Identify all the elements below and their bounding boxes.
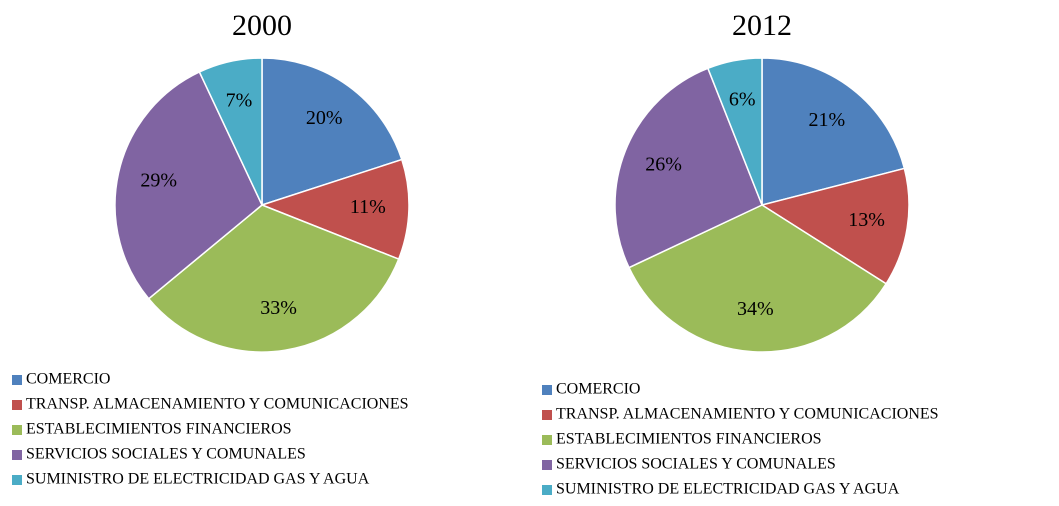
data-label: 26% bbox=[645, 154, 682, 176]
data-label: 34% bbox=[737, 298, 774, 320]
legend-swatch bbox=[542, 435, 552, 445]
legend-label: SERVICIOS SOCIALES Y COMUNALES bbox=[26, 446, 306, 463]
data-label: 20% bbox=[306, 107, 343, 129]
legend-swatch bbox=[542, 485, 552, 495]
data-label: 6% bbox=[729, 89, 756, 111]
data-label: 33% bbox=[260, 297, 297, 319]
data-label: 7% bbox=[226, 89, 253, 111]
legend-label: SERVICIOS SOCIALES Y COMUNALES bbox=[556, 456, 836, 473]
legend-label: TRANSP. ALMACENAMIENTO Y COMUNICACIONES bbox=[26, 396, 409, 413]
legend-label: ESTABLECIMIENTOS FINANCIEROS bbox=[26, 421, 292, 438]
pie-slice bbox=[706, 57, 763, 206]
legend-label: ESTABLECIMIENTOS FINANCIEROS bbox=[556, 431, 822, 448]
pie-slice bbox=[760, 167, 910, 285]
legend-swatch bbox=[12, 475, 22, 485]
pie-slice bbox=[614, 67, 763, 269]
legend-label: TRANSP. ALMACENAMIENTO Y COMUNICACIONES bbox=[556, 406, 939, 423]
data-label: 29% bbox=[140, 170, 177, 192]
legend-swatch bbox=[542, 460, 552, 470]
legend-label: SUMINISTRO DE ELECTRICIDAD GAS Y AGUA bbox=[26, 471, 370, 488]
pie-slice bbox=[198, 57, 263, 206]
data-label: 11% bbox=[350, 196, 386, 218]
legend-swatch bbox=[542, 385, 552, 395]
legend-label: SUMINISTRO DE ELECTRICIDAD GAS Y AGUA bbox=[556, 481, 900, 498]
legend-swatch bbox=[12, 450, 22, 460]
pie-slice bbox=[261, 57, 403, 207]
legend-swatch bbox=[12, 375, 22, 385]
legend-label: COMERCIO bbox=[556, 381, 640, 398]
legend-swatch bbox=[12, 425, 22, 435]
legend-swatch bbox=[12, 400, 22, 410]
pie-slice bbox=[147, 204, 400, 353]
chart-title: 2000 bbox=[232, 9, 292, 42]
data-label: 13% bbox=[848, 209, 885, 231]
legend-swatch bbox=[542, 410, 552, 420]
data-label: 21% bbox=[809, 109, 846, 131]
legend-label: COMERCIO bbox=[26, 371, 110, 388]
pie-slice bbox=[627, 204, 888, 353]
chart-title: 2012 bbox=[732, 9, 792, 42]
pie-slice bbox=[259, 158, 410, 261]
pie-slice bbox=[761, 57, 906, 206]
